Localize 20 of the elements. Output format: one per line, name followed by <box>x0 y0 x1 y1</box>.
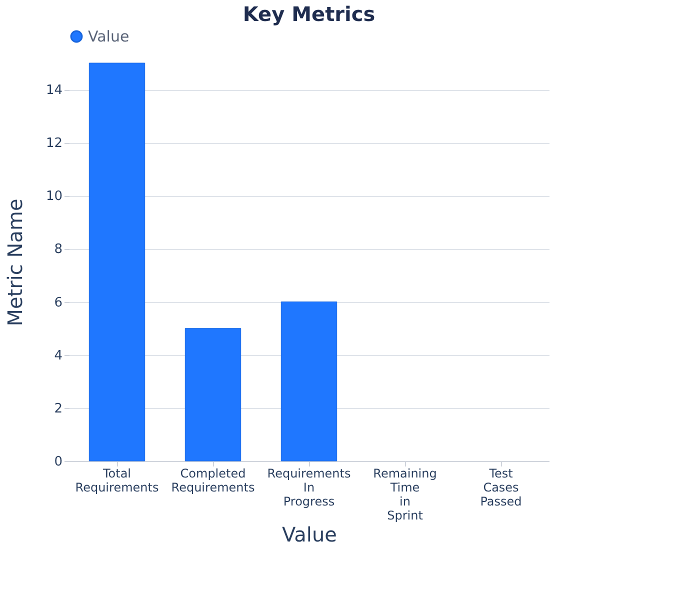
chart-title: Key Metrics <box>242 2 376 26</box>
x-tick-label: Remaining Time in Sprint <box>373 466 437 522</box>
y-tick-label: 8 <box>54 242 62 258</box>
y-tick-label: 2 <box>54 401 62 416</box>
x-tick-label: Test Cases Passed <box>480 466 522 508</box>
y-tick-label: 4 <box>54 348 62 364</box>
legend-label: Value <box>88 28 130 46</box>
y-tick-label: 14 <box>46 83 62 98</box>
y-tick-label: 12 <box>46 136 62 152</box>
x-axis-title: Value <box>282 522 337 546</box>
x-tick-label: Completed Requirements <box>171 466 255 494</box>
x-tick-label: Requirements In Progress <box>267 466 351 508</box>
x-tick-label: Total Requirements <box>75 466 159 494</box>
bar <box>184 328 242 462</box>
y-axis-title: Metric Name <box>2 198 27 326</box>
y-tick-label: 10 <box>46 189 62 204</box>
y-tick-label: 0 <box>54 454 62 470</box>
bar <box>88 62 146 462</box>
bar <box>280 302 338 462</box>
y-tick-label: 6 <box>54 295 62 310</box>
